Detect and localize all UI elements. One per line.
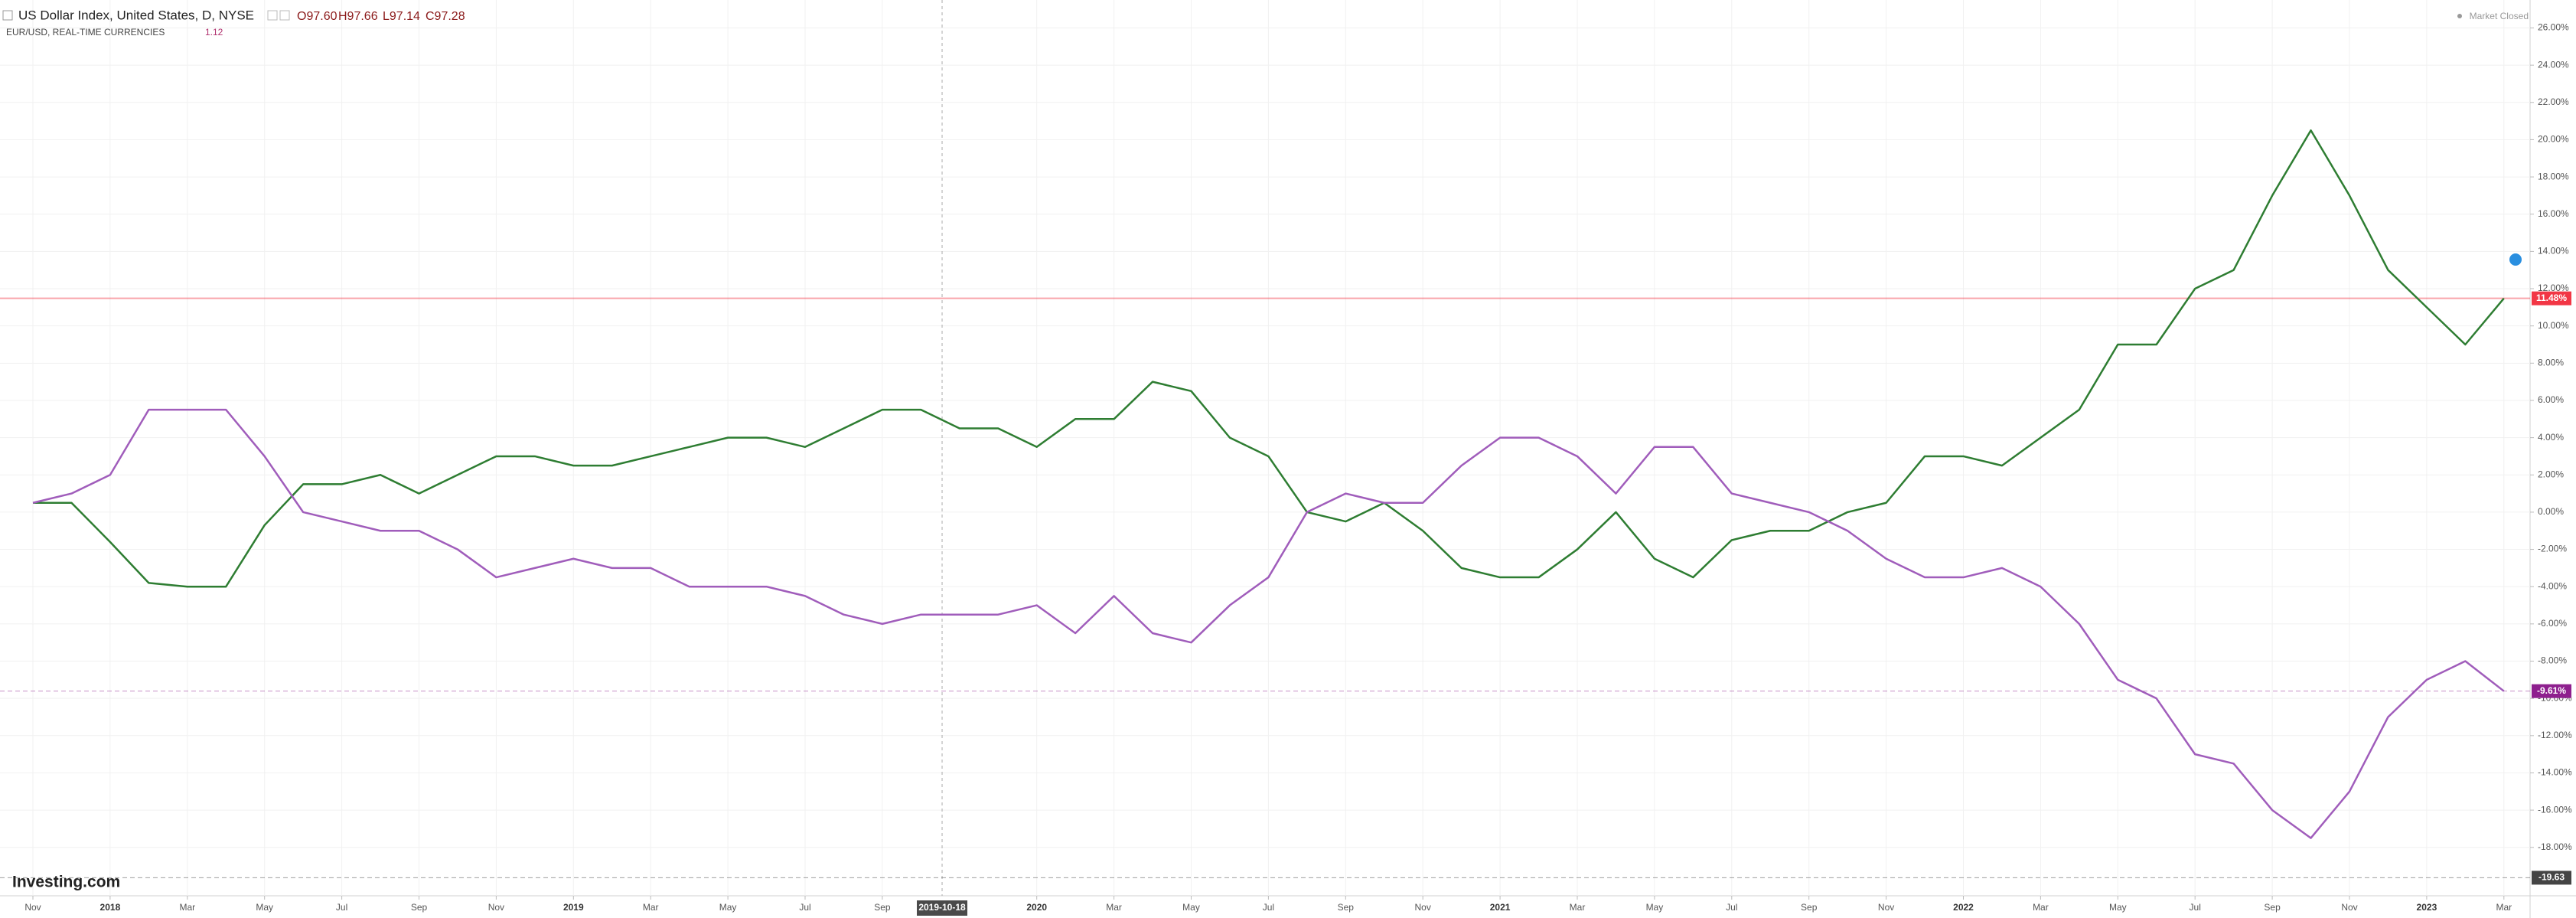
crosshair-label: 2019-10-18 <box>918 902 966 913</box>
y-tick-label: -18.00% <box>2538 841 2572 852</box>
y-tick-label: 2.00% <box>2538 469 2564 479</box>
price-badge-label: -19.63 <box>2539 872 2565 883</box>
x-tick-label: Sep <box>874 902 891 913</box>
y-tick-label: 24.00% <box>2538 59 2569 70</box>
x-tick-label: Mar <box>2033 902 2049 913</box>
y-tick-label: 22.00% <box>2538 96 2569 107</box>
x-tick-label: Jul <box>1263 902 1274 913</box>
series-line <box>32 408 2505 839</box>
x-tick-label: Mar <box>1106 902 1122 913</box>
x-tick-label: May <box>719 902 737 913</box>
x-tick-label: Nov <box>1878 902 1894 913</box>
y-tick-label: 18.00% <box>2538 171 2569 181</box>
crosshair-badge <box>917 900 968 916</box>
x-tick-label: Nov <box>2341 902 2357 913</box>
x-tick-label: Jul <box>799 902 810 913</box>
y-tick-label: -16.00% <box>2538 804 2572 815</box>
y-tick-label: 6.00% <box>2538 394 2564 405</box>
ohlc-open: O97.60 <box>297 10 337 23</box>
price-badge-label: 11.48% <box>2536 292 2567 303</box>
x-tick-label: 2021 <box>1490 902 1511 913</box>
y-tick-label: 0.00% <box>2538 506 2564 517</box>
y-tick-label: -4.00% <box>2538 580 2567 591</box>
y-tick-label: -2.00% <box>2538 544 2567 554</box>
x-tick-label: Sep <box>1801 902 1818 913</box>
x-tick-label: Sep <box>411 902 428 913</box>
hide-icon[interactable] <box>279 10 290 21</box>
x-tick-label: Mar <box>2496 902 2512 913</box>
x-tick-label: Jul <box>336 902 347 913</box>
event-marker[interactable] <box>2509 253 2522 266</box>
x-tick-label: Mar <box>179 902 195 913</box>
x-tick-label: Nov <box>24 902 41 913</box>
x-tick-label: Mar <box>643 902 659 913</box>
y-tick-label: -8.00% <box>2538 655 2567 666</box>
collapse-icon[interactable] <box>2 10 13 21</box>
compare-title: EUR/USD, REAL-TIME CURRENCIES <box>6 27 165 38</box>
y-tick-label: -12.00% <box>2538 730 2572 740</box>
price-badge <box>2532 291 2571 305</box>
y-tick-label: 20.00% <box>2538 134 2569 145</box>
x-tick-label: 2022 <box>1953 902 1974 913</box>
y-tick-label: 10.00% <box>2538 320 2569 331</box>
y-tick-label: 12.00% <box>2538 283 2569 293</box>
x-tick-label: May <box>256 902 273 913</box>
x-tick-label: Sep <box>1338 902 1355 913</box>
ohlc-low: L97.14 <box>383 10 420 23</box>
x-tick-label: 2023 <box>2417 902 2437 913</box>
market-status: Market Closed <box>2470 11 2529 21</box>
brand-logo: Investing.com <box>12 874 120 891</box>
series-line <box>33 129 2505 588</box>
status-dot <box>2457 14 2462 18</box>
x-tick-label: Nov <box>1415 902 1431 913</box>
y-tick-label: 4.00% <box>2538 432 2564 443</box>
price-badge <box>2532 871 2571 885</box>
series-title: US Dollar Index, United States, D, NYSE <box>18 8 254 22</box>
ohlc-close: C97.28 <box>426 10 465 23</box>
grid <box>0 0 2530 896</box>
x-tick-label: Jul <box>1726 902 1737 913</box>
x-tick-label: Jul <box>2190 902 2201 913</box>
settings-icon[interactable] <box>267 10 278 21</box>
x-tick-label: May <box>1182 902 1200 913</box>
price-badge-label: -9.61% <box>2537 685 2566 696</box>
y-tick-label: 16.00% <box>2538 208 2569 219</box>
y-tick-label: 14.00% <box>2538 246 2569 256</box>
y-tick-label: -6.00% <box>2538 618 2567 629</box>
x-tick-label: 2019 <box>563 902 584 913</box>
x-tick-label: Sep <box>2264 902 2281 913</box>
ohlc-high: H97.66 <box>338 10 378 23</box>
x-tick-label: 2020 <box>1026 902 1047 913</box>
marks <box>32 129 2505 839</box>
y-tick-label: 26.00% <box>2538 22 2569 33</box>
x-tick-label: Nov <box>488 902 504 913</box>
y-tick-label: 8.00% <box>2538 357 2564 368</box>
x-tick-label: Mar <box>1570 902 1586 913</box>
compare-value: 1.12 <box>205 27 223 38</box>
x-tick-label: May <box>2109 902 2127 913</box>
x-tick-label: May <box>1646 902 1664 913</box>
y-tick-label: -14.00% <box>2538 767 2572 778</box>
x-tick-label: 2018 <box>100 902 121 913</box>
price-badge <box>2532 684 2571 698</box>
